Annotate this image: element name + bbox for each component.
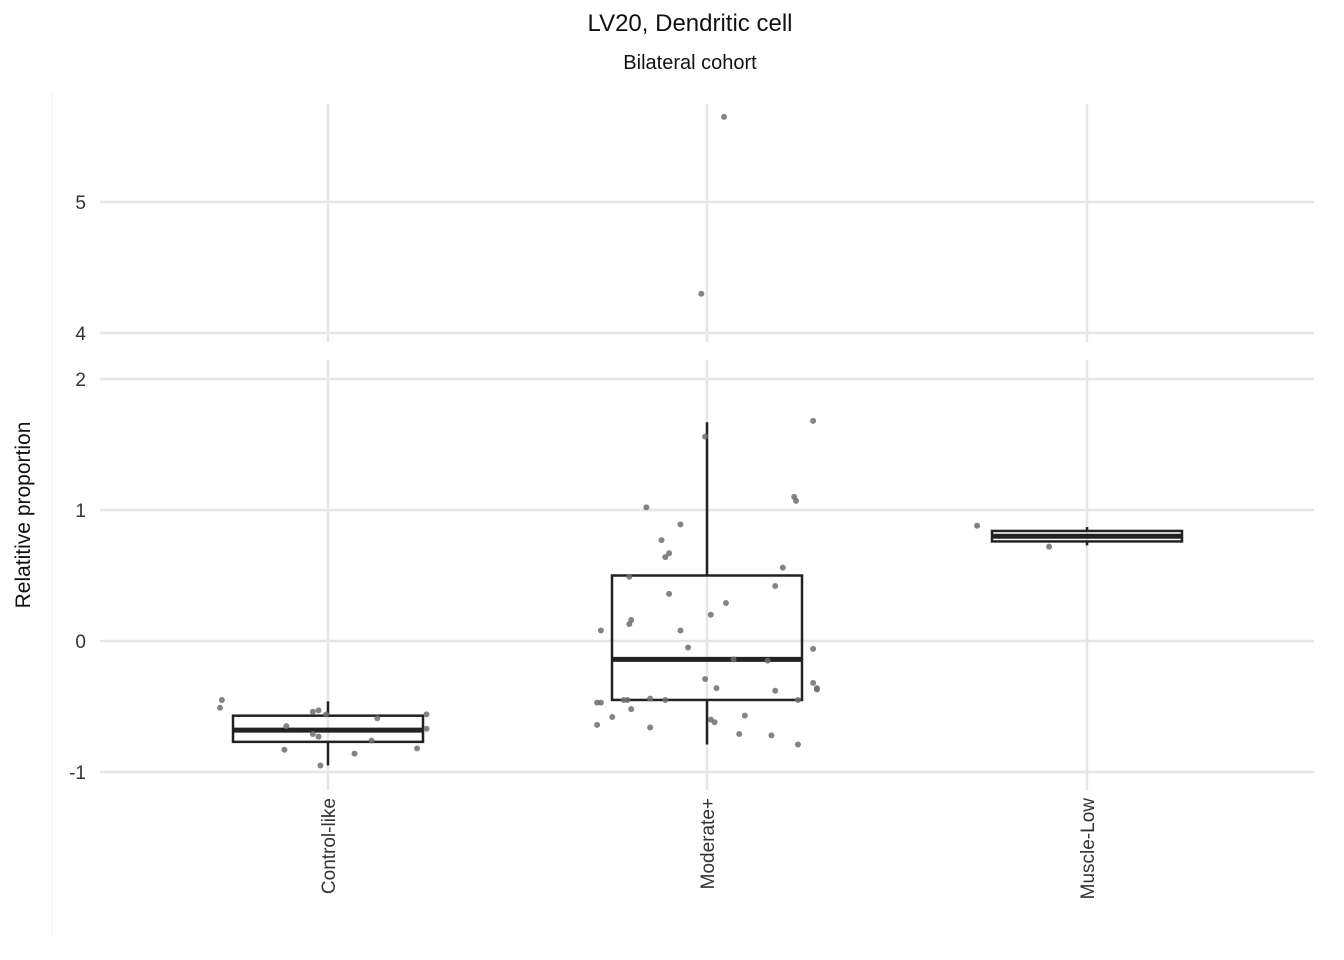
- data-point: [597, 699, 604, 706]
- grid-layer: [51, 92, 1314, 935]
- data-point: [317, 762, 324, 769]
- data-point: [702, 675, 709, 682]
- data-point: [685, 644, 692, 651]
- data-point: [594, 721, 601, 728]
- data-point: [772, 582, 779, 589]
- data-point: [423, 711, 430, 718]
- box-iqr: [610, 574, 804, 702]
- data-point: [662, 696, 669, 703]
- data-point: [810, 645, 817, 652]
- data-point: [597, 627, 604, 634]
- data-point: [414, 745, 421, 752]
- y-tick-label: 2: [75, 370, 86, 391]
- data-point: [698, 290, 705, 297]
- data-point: [722, 600, 729, 607]
- data-point: [793, 497, 800, 504]
- y-tick-label: 5: [75, 193, 86, 214]
- y-tick-label: 4: [75, 324, 86, 345]
- data-point: [658, 537, 665, 544]
- data-point: [707, 611, 714, 618]
- data-point: [764, 657, 771, 664]
- y-tick-label: 1: [75, 501, 86, 522]
- x-tick-label: Control-like: [319, 798, 340, 894]
- data-point: [974, 522, 981, 529]
- data-point: [677, 627, 684, 634]
- data-point: [1046, 543, 1053, 550]
- data-point: [620, 696, 627, 703]
- data-point: [647, 724, 654, 731]
- data-point: [628, 706, 635, 713]
- data-point: [216, 704, 223, 711]
- data-point: [702, 433, 709, 440]
- data-point: [323, 711, 330, 718]
- data-point: [794, 696, 801, 703]
- data-point: [677, 521, 684, 528]
- data-point: [810, 417, 817, 424]
- data-point: [351, 750, 358, 757]
- point-layer: [216, 113, 1053, 769]
- data-point: [626, 573, 633, 580]
- data-point: [283, 723, 290, 730]
- data-point: [218, 696, 225, 703]
- data-point: [315, 707, 322, 714]
- chart-subtitle: Bilateral cohort: [623, 52, 757, 74]
- data-point: [609, 713, 616, 720]
- data-point: [794, 741, 801, 748]
- y-tick-label: -1: [69, 763, 86, 784]
- data-point: [721, 113, 728, 120]
- chart-title: LV20, Dendritic cell: [587, 10, 793, 37]
- data-point: [309, 731, 316, 738]
- data-point: [368, 737, 375, 744]
- y-tick-label: 0: [75, 632, 86, 653]
- data-point: [772, 687, 779, 694]
- data-point: [374, 715, 381, 722]
- data-point: [662, 554, 669, 561]
- data-point: [730, 656, 737, 663]
- data-point: [643, 504, 650, 511]
- data-point: [628, 617, 635, 624]
- data-point: [666, 550, 673, 557]
- data-point: [281, 746, 288, 753]
- data-point: [810, 679, 817, 686]
- data-point: [711, 719, 718, 726]
- data-point: [741, 712, 748, 719]
- data-point: [713, 685, 720, 692]
- data-point: [768, 732, 775, 739]
- data-point: [309, 708, 316, 715]
- data-point: [813, 686, 820, 693]
- data-point: [736, 731, 743, 738]
- data-point: [647, 695, 654, 702]
- data-point: [779, 564, 786, 571]
- axis-layer: -1 0 1 2 4 5 Control-like Moderate+ Muscle-Low: [69, 193, 1099, 899]
- data-point: [423, 725, 430, 732]
- x-tick-label: Muscle-Low: [1078, 798, 1099, 900]
- data-point: [315, 733, 322, 740]
- data-point: [666, 590, 673, 597]
- x-tick-label: Moderate+: [698, 798, 719, 889]
